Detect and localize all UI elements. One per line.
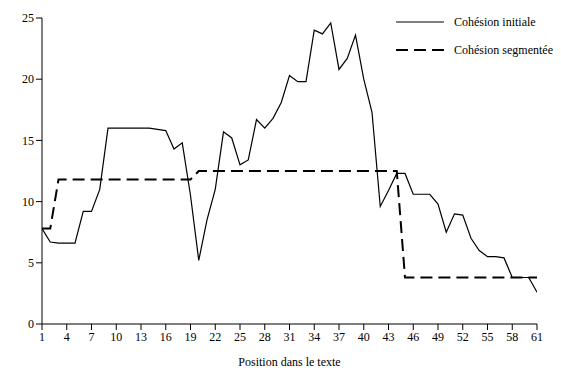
svg-text:20: 20 [22,72,34,86]
svg-text:1: 1 [39,330,45,344]
svg-text:22: 22 [209,330,221,344]
svg-text:55: 55 [482,330,494,344]
svg-text:16: 16 [160,330,172,344]
svg-text:43: 43 [383,330,395,344]
svg-text:10: 10 [110,330,122,344]
svg-text:52: 52 [457,330,469,344]
html-text:Cohésion segmentée: Cohésion segmentée [454,42,553,57]
svg-text:28: 28 [259,330,271,344]
svg-text:46: 46 [407,330,419,344]
svg-text:61: 61 [531,330,543,344]
svg-text:13: 13 [135,330,147,344]
svg-text:5: 5 [28,256,34,270]
svg-text:19: 19 [185,330,197,344]
svg-text:7: 7 [89,330,95,344]
svg-text:25: 25 [22,11,34,25]
svg-text:4: 4 [64,330,70,344]
svg-text:34: 34 [308,330,320,344]
svg-text:0: 0 [28,317,34,331]
svg-text:37: 37 [333,330,345,344]
svg-text:49: 49 [432,330,444,344]
svg-text:40: 40 [358,330,370,344]
svg-text:31: 31 [284,330,296,344]
svg-text:10: 10 [22,195,34,209]
svg-text:15: 15 [22,134,34,148]
svg-text:58: 58 [506,330,518,344]
svg-text:25: 25 [234,330,246,344]
svg-text:Position dans le texte: Position dans le texte [238,355,340,369]
html-text:Cohésion initiale: Cohésion initiale [454,14,536,29]
